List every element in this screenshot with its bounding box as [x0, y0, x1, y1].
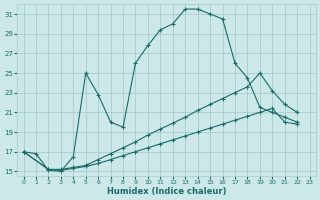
X-axis label: Humidex (Indice chaleur): Humidex (Indice chaleur) — [107, 187, 226, 196]
